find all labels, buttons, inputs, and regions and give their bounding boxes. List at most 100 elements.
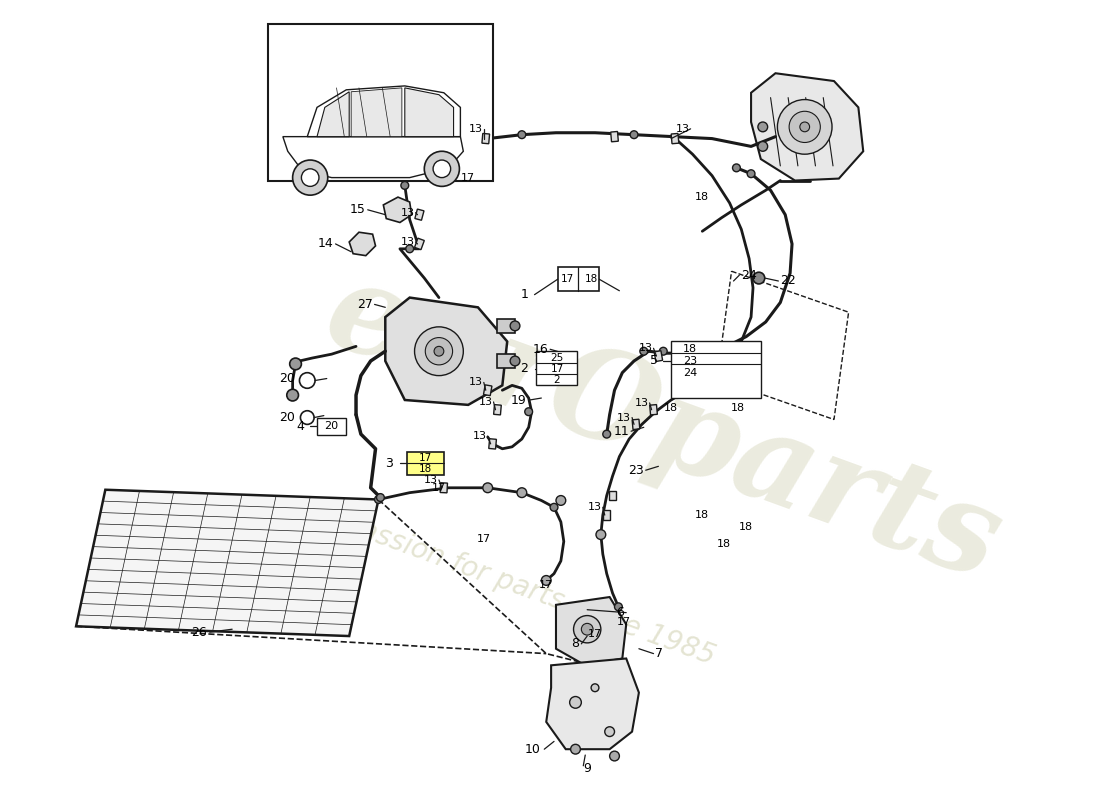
- Circle shape: [433, 160, 451, 178]
- Circle shape: [375, 495, 383, 503]
- Text: 1: 1: [520, 288, 529, 301]
- Polygon shape: [609, 490, 616, 501]
- Text: 13: 13: [617, 413, 631, 422]
- Text: 13: 13: [588, 502, 602, 512]
- Polygon shape: [440, 482, 448, 493]
- Text: 13: 13: [469, 378, 483, 387]
- Circle shape: [425, 151, 460, 186]
- Circle shape: [483, 483, 493, 493]
- Text: 24: 24: [683, 368, 697, 378]
- Bar: [497, 319, 515, 333]
- Text: 17: 17: [432, 482, 446, 493]
- Polygon shape: [385, 298, 507, 405]
- Text: 13: 13: [635, 398, 649, 408]
- Text: 25: 25: [550, 353, 563, 363]
- Circle shape: [707, 366, 717, 376]
- Circle shape: [299, 373, 315, 388]
- Circle shape: [747, 170, 755, 178]
- Polygon shape: [415, 238, 425, 250]
- Polygon shape: [603, 510, 611, 520]
- Text: 13: 13: [473, 431, 487, 441]
- Circle shape: [603, 430, 611, 438]
- Polygon shape: [671, 134, 679, 144]
- Circle shape: [376, 494, 384, 502]
- Polygon shape: [610, 131, 618, 142]
- Polygon shape: [76, 490, 378, 636]
- Circle shape: [550, 503, 558, 511]
- Text: 26: 26: [191, 626, 207, 638]
- Polygon shape: [415, 209, 424, 220]
- Text: 17: 17: [561, 274, 574, 284]
- Polygon shape: [713, 364, 721, 374]
- Circle shape: [609, 751, 619, 761]
- Bar: [558, 267, 598, 290]
- Text: 19: 19: [512, 394, 527, 406]
- Text: 5: 5: [649, 354, 658, 367]
- Text: 15: 15: [350, 203, 366, 216]
- Text: 10: 10: [525, 742, 540, 756]
- Polygon shape: [654, 350, 662, 362]
- Circle shape: [591, 684, 598, 692]
- Circle shape: [640, 347, 648, 355]
- Circle shape: [517, 488, 527, 498]
- Polygon shape: [751, 74, 864, 181]
- Text: 18: 18: [695, 510, 710, 520]
- Text: 13: 13: [675, 124, 690, 134]
- Text: 4: 4: [297, 420, 305, 433]
- Text: 2: 2: [553, 374, 560, 385]
- Polygon shape: [405, 88, 453, 137]
- Circle shape: [800, 122, 810, 132]
- Text: 27: 27: [356, 298, 373, 311]
- Circle shape: [754, 272, 764, 284]
- Circle shape: [733, 164, 740, 172]
- Text: 11: 11: [614, 425, 629, 438]
- Text: 6: 6: [616, 606, 625, 619]
- Text: 17: 17: [550, 364, 563, 374]
- Text: 18: 18: [683, 344, 697, 354]
- Text: 17: 17: [476, 534, 491, 543]
- Polygon shape: [482, 134, 490, 144]
- Circle shape: [510, 321, 520, 330]
- Text: 16: 16: [532, 342, 548, 356]
- Text: 13: 13: [400, 237, 415, 247]
- Text: 3: 3: [385, 457, 393, 470]
- Polygon shape: [494, 405, 502, 415]
- Circle shape: [289, 358, 301, 370]
- Text: 18: 18: [419, 464, 432, 474]
- Text: 13: 13: [400, 208, 415, 218]
- Bar: [537, 351, 578, 386]
- Circle shape: [573, 615, 601, 643]
- Bar: [671, 342, 761, 398]
- Text: 17: 17: [419, 453, 432, 462]
- Circle shape: [518, 130, 526, 138]
- Text: 8: 8: [571, 638, 580, 650]
- Text: a passion for parts since 1985: a passion for parts since 1985: [315, 501, 719, 670]
- Polygon shape: [349, 232, 375, 256]
- Text: 18: 18: [584, 274, 597, 284]
- Bar: [317, 418, 346, 435]
- Polygon shape: [351, 88, 402, 137]
- Circle shape: [293, 160, 328, 195]
- Circle shape: [415, 327, 463, 376]
- Circle shape: [758, 142, 768, 151]
- Text: 13: 13: [478, 397, 493, 407]
- Polygon shape: [283, 137, 463, 178]
- Text: eurOparts: eurOparts: [310, 251, 1016, 607]
- Circle shape: [434, 346, 443, 356]
- Polygon shape: [383, 197, 411, 222]
- Polygon shape: [632, 419, 640, 430]
- Text: 7: 7: [656, 647, 663, 660]
- Circle shape: [525, 408, 532, 416]
- Circle shape: [406, 245, 414, 253]
- Circle shape: [541, 575, 551, 586]
- Circle shape: [570, 697, 581, 708]
- Text: 2: 2: [520, 362, 528, 375]
- Text: 13: 13: [639, 343, 652, 354]
- Polygon shape: [547, 658, 639, 749]
- Circle shape: [630, 130, 638, 138]
- Text: 17: 17: [587, 629, 602, 639]
- Text: 13: 13: [425, 475, 438, 485]
- Polygon shape: [488, 438, 496, 449]
- Circle shape: [510, 356, 520, 366]
- Polygon shape: [307, 86, 461, 137]
